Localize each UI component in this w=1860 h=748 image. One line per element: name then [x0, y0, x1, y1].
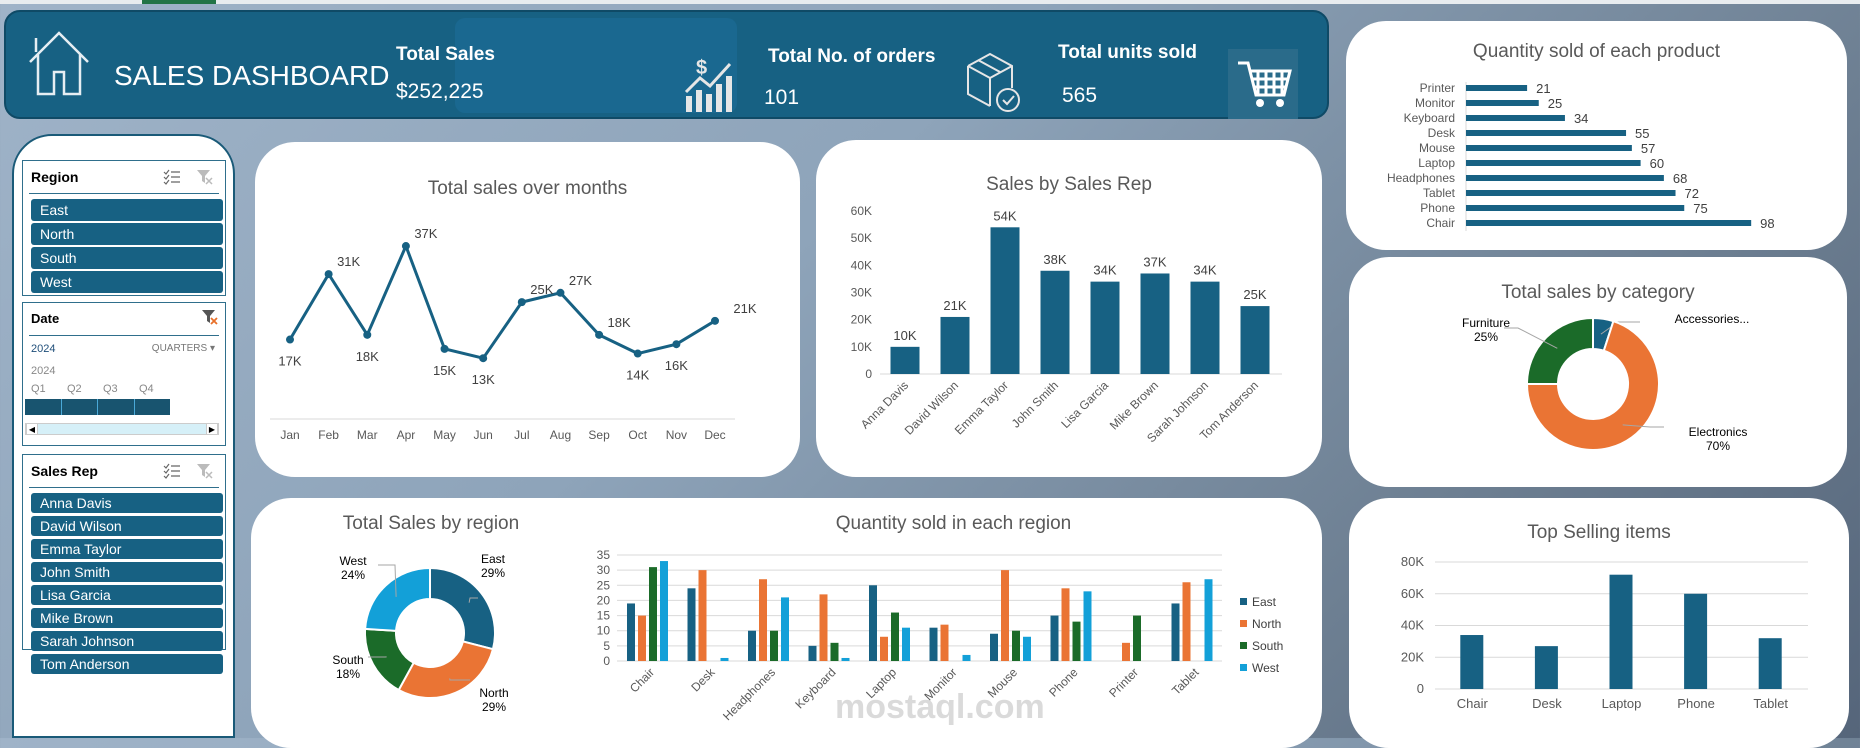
- quarter-segment[interactable]: [25, 399, 61, 415]
- chart-title: Quantity sold in each region: [586, 513, 1321, 535]
- slicer-item-rep[interactable]: Mike Brown: [31, 608, 223, 628]
- dashboard-header: SALES DASHBOARD Total Sales $252,225 $ T…: [4, 10, 1329, 119]
- slicer-item-north[interactable]: North: [31, 223, 223, 245]
- chart-title: Sales by Sales Rep: [816, 174, 1322, 196]
- card-sales-by-category: Total sales by category: [1349, 257, 1847, 487]
- slicer-item-rep[interactable]: Tom Anderson: [31, 654, 223, 674]
- slicer-item-east[interactable]: East: [31, 199, 223, 221]
- scroll-left-icon[interactable]: ◀: [26, 423, 38, 435]
- chart-title: Top Selling items: [1349, 522, 1849, 544]
- slicer-item-west[interactable]: West: [31, 271, 223, 293]
- timeline-year: 2024: [31, 365, 55, 377]
- svg-text:$: $: [696, 57, 707, 79]
- timeline-level: QUARTERS: [152, 343, 207, 354]
- home-icon: [26, 28, 92, 98]
- kpi-label: Total Sales: [396, 44, 495, 66]
- card-sales-over-months: Total sales over months: [255, 142, 800, 477]
- kpi-label: Total No. of orders: [768, 46, 935, 68]
- slicer-item-rep[interactable]: Sarah Johnson: [31, 631, 223, 651]
- filter-panel: Region East North South West Date 2024 Q…: [12, 134, 235, 738]
- slicer-title: Region: [31, 169, 78, 185]
- cart-icon-box: [1228, 49, 1298, 119]
- slicer-item-rep[interactable]: David Wilson: [31, 516, 223, 536]
- shopping-cart-icon: [1228, 49, 1298, 119]
- quarter-label: Q2: [67, 383, 103, 395]
- kpi-value: 565: [1062, 84, 1097, 108]
- quarter-segment[interactable]: [98, 399, 134, 415]
- slicer-title: Date: [31, 311, 59, 326]
- divider: [29, 335, 219, 336]
- page-title: SALES DASHBOARD: [114, 60, 389, 92]
- clear-filter-icon[interactable]: [196, 463, 214, 479]
- region-slicer: Region East North South West: [22, 160, 226, 296]
- multi-select-icon[interactable]: [163, 463, 181, 479]
- scroll-right-icon[interactable]: ▶: [206, 423, 218, 435]
- card-qty-by-product: Quantity sold of each product: [1346, 21, 1847, 250]
- slicer-title: Sales Rep: [31, 463, 98, 479]
- quarter-segment[interactable]: [62, 399, 98, 415]
- quarter-bar: [25, 399, 170, 415]
- sales-rep-slicer: Sales Rep Anna Davis David Wilson Emma Tay…: [22, 454, 226, 650]
- excel-top-strip: [0, 0, 1860, 4]
- slicer-item-rep[interactable]: Anna Davis: [31, 493, 223, 513]
- slicer-item-rep[interactable]: Emma Taylor: [31, 539, 223, 559]
- watermark: mostaql.com: [835, 688, 1045, 727]
- kpi-value: $252,225: [396, 80, 484, 104]
- divider: [29, 487, 219, 488]
- chart-title: Total sales over months: [255, 178, 800, 200]
- kpi-value: 101: [764, 86, 799, 110]
- quarter-segment[interactable]: [135, 399, 171, 415]
- chart-title: Total sales by category: [1349, 282, 1847, 304]
- sales-growth-icon: $: [684, 54, 736, 114]
- kpi-label: Total units sold: [1058, 42, 1197, 64]
- chart-title: Total Sales by region: [251, 513, 611, 535]
- slicer-item-rep[interactable]: John Smith: [31, 562, 223, 582]
- slicer-item-rep[interactable]: Lisa Garcia: [31, 585, 223, 605]
- slicer-item-south[interactable]: South: [31, 247, 223, 269]
- clear-filter-icon[interactable]: [201, 309, 219, 325]
- multi-select-icon[interactable]: [163, 169, 181, 185]
- quarter-label: Q1: [31, 383, 67, 395]
- quarter-label: Q4: [139, 383, 175, 395]
- clear-filter-icon[interactable]: [196, 169, 214, 185]
- card-sales-by-rep: Sales by Sales Rep: [816, 140, 1322, 477]
- quarter-label: Q3: [103, 383, 139, 395]
- card-top-selling: Top Selling items: [1349, 498, 1849, 748]
- timeline-selected: 2024: [31, 343, 55, 355]
- chart-title: Quantity sold of each product: [1346, 41, 1847, 63]
- divider: [29, 193, 219, 194]
- card-region: Total Sales by region Quantity sold in e…: [251, 498, 1322, 748]
- package-check-icon: [964, 48, 1024, 114]
- timeline-scrollbar[interactable]: ◀ ▶: [25, 423, 219, 435]
- timeline-level-dropdown[interactable]: QUARTERS ▾: [152, 343, 215, 354]
